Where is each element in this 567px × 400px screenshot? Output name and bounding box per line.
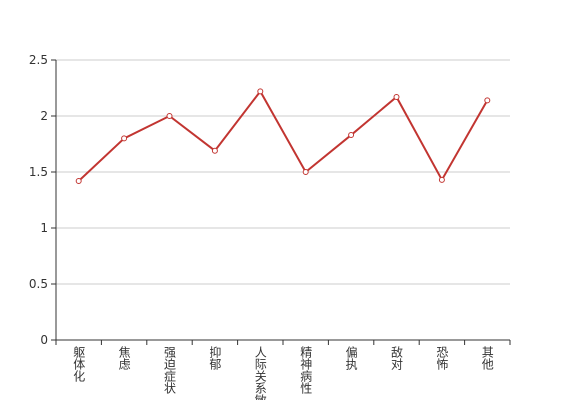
point <box>166 113 173 119</box>
x-tick-label: 焦虑 <box>117 346 131 370</box>
point <box>348 132 355 139</box>
y-tick-label: 0 <box>40 333 48 347</box>
point <box>121 135 128 142</box>
y-tick-label: 2.5 <box>29 53 48 67</box>
point <box>257 88 264 95</box>
x-tick-label: 精神病性 <box>299 346 313 395</box>
point <box>393 93 400 100</box>
line <box>78 89 489 182</box>
y-tick-label: 1.5 <box>29 165 48 179</box>
x-tick-label: 强迫症状 <box>163 346 177 394</box>
x-tick-label: 抑郁 <box>208 345 222 371</box>
x-tick-label: 偏执 <box>344 345 358 371</box>
point <box>211 147 218 154</box>
point <box>302 169 309 175</box>
y-tick-label: 2 <box>40 109 48 123</box>
x-tick-label: 躯体化 <box>72 345 86 383</box>
point <box>438 176 445 183</box>
x-tick-label: 其他 <box>480 346 494 370</box>
x-tick-label: 恐怖 <box>435 346 449 370</box>
x-tick-label: 人际关系敏感 <box>253 346 267 400</box>
y-tick-label: 0.5 <box>29 277 48 291</box>
point <box>484 97 491 104</box>
point <box>75 177 82 184</box>
x-tick-label: 敌对 <box>390 345 404 370</box>
y-tick-label: 1 <box>40 221 48 235</box>
